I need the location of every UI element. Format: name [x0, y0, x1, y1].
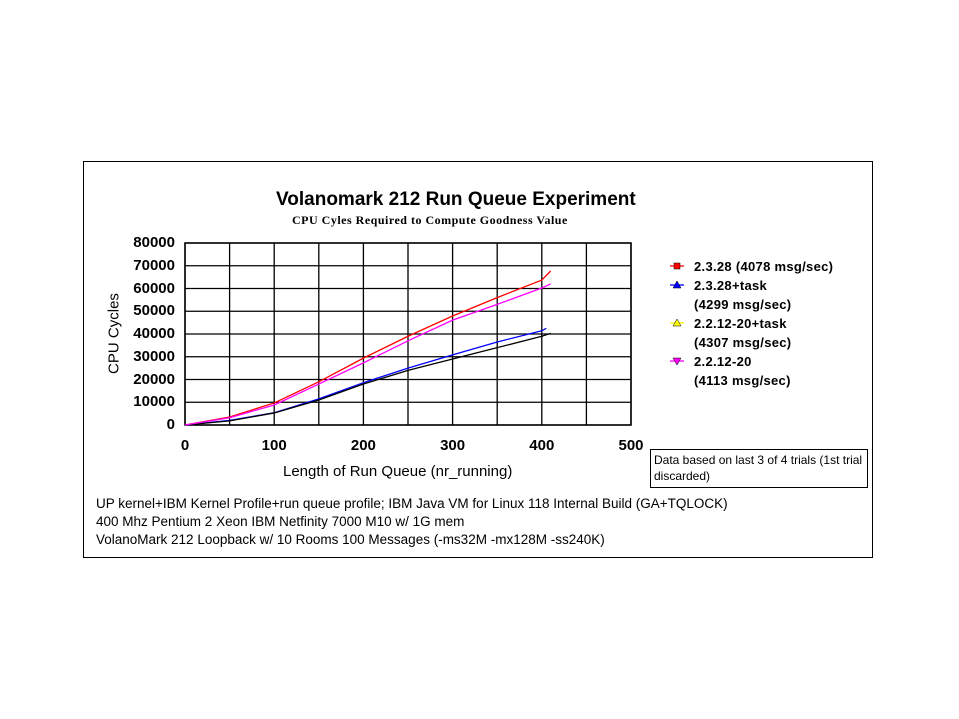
legend-marker-icon-triangle-down: [672, 357, 682, 366]
series-line-0: [184, 270, 552, 426]
chart-frame: [83, 161, 873, 558]
legend-label: (4307 msg/sec): [694, 335, 792, 350]
y-tick-label: 60000: [133, 279, 175, 297]
x-tick-label: 400: [529, 437, 555, 454]
x-tick-label: 200: [350, 437, 376, 454]
legend-label: (4113 msg/sec): [694, 373, 791, 388]
y-tick-label: 70000: [133, 256, 175, 274]
data-note: Data based on last 3 of 4 trials (1st tr…: [650, 449, 868, 488]
legend-label: 2.3.28+task: [694, 278, 768, 293]
y-tick-label: 20000: [133, 370, 175, 388]
y-tick-label: 30000: [133, 347, 175, 365]
y-tick-label: 50000: [133, 302, 175, 320]
legend-marker-icon-triangle-up: [672, 318, 682, 327]
plot-border: [184, 242, 632, 426]
legend-label: 2.2.12-20+task: [694, 316, 787, 331]
series-line-2: [184, 332, 551, 426]
footer-line: VolanoMark 212 Loopback w/ 10 Rooms 100 …: [96, 532, 605, 547]
chart-subtitle: CPU Cyles Required to Compute Goodness V…: [292, 213, 568, 227]
x-tick-label: 100: [261, 437, 287, 454]
y-tick-label: 0: [166, 416, 175, 433]
y-tick-label: 80000: [133, 234, 175, 251]
x-axis-label: Length of Run Queue (nr_running): [283, 463, 513, 480]
legend-label: 2.3.28 (4078 msg/sec): [694, 259, 834, 274]
legend-label: 2.2.12-20: [694, 354, 752, 369]
y-tick-label: 10000: [133, 393, 175, 411]
legend-label: (4299 msg/sec): [694, 297, 792, 312]
series-line-1: [184, 327, 547, 426]
legend-marker-icon-square: [673, 262, 681, 270]
series-line-3: [184, 283, 551, 426]
x-tick-label: 500: [618, 437, 644, 454]
footer-line: 400 Mhz Pentium 2 Xeon IBM Netfinity 700…: [96, 514, 465, 529]
legend-marker-icon-triangle-up: [672, 280, 682, 289]
x-tick-label: 0: [180, 437, 190, 454]
x-tick-label: 300: [440, 437, 466, 454]
footer-line: UP kernel+IBM Kernel Profile+run queue p…: [96, 496, 728, 511]
chart-title: Volanomark 212 Run Queue Experiment: [276, 189, 636, 210]
y-tick-label: 40000: [133, 325, 175, 342]
